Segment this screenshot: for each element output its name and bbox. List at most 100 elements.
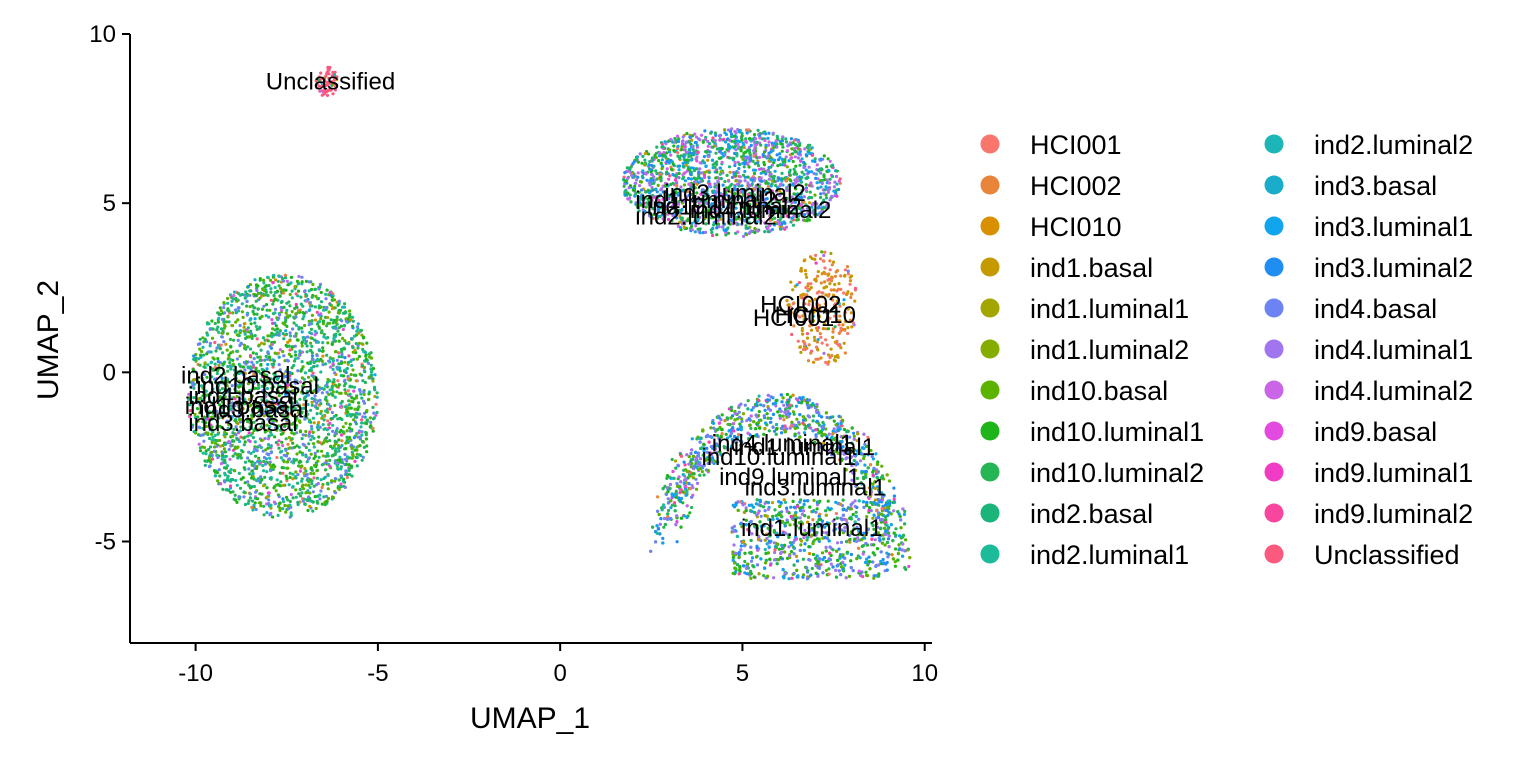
data-point xyxy=(257,501,262,505)
data-point xyxy=(299,406,303,411)
data-point xyxy=(238,486,243,490)
data-point xyxy=(677,171,681,176)
data-point xyxy=(347,467,351,471)
data-point xyxy=(294,332,298,336)
data-point xyxy=(352,389,356,393)
data-point xyxy=(276,389,280,393)
data-point xyxy=(302,314,306,318)
data-point xyxy=(674,174,678,178)
data-point xyxy=(217,316,221,320)
data-point xyxy=(741,141,745,145)
data-point xyxy=(324,336,328,340)
data-point xyxy=(351,345,355,349)
data-point xyxy=(347,399,351,403)
data-point xyxy=(203,463,207,467)
data-point xyxy=(241,407,245,411)
data-point xyxy=(255,497,260,501)
data-point xyxy=(298,414,303,418)
data-point xyxy=(245,299,249,304)
data-point xyxy=(224,342,228,346)
data-point xyxy=(320,391,324,395)
data-point xyxy=(710,230,714,235)
data-point xyxy=(336,379,340,383)
data-point xyxy=(311,500,315,504)
data-point xyxy=(218,403,222,407)
data-point xyxy=(353,413,357,417)
data-point xyxy=(825,285,829,289)
data-point xyxy=(306,508,310,513)
data-point xyxy=(880,464,884,468)
data-point xyxy=(251,472,255,476)
data-point xyxy=(263,430,267,434)
data-point xyxy=(349,406,353,410)
data-point xyxy=(336,458,340,462)
data-point xyxy=(723,131,727,135)
data-point xyxy=(833,274,838,278)
data-point xyxy=(258,296,262,300)
data-point xyxy=(682,158,686,162)
data-point xyxy=(806,143,811,147)
data-point xyxy=(823,266,827,270)
data-point xyxy=(348,429,352,433)
data-point xyxy=(361,379,365,383)
data-point xyxy=(848,282,852,286)
data-point xyxy=(319,357,323,361)
data-point xyxy=(314,465,318,469)
data-point xyxy=(263,475,267,479)
data-point xyxy=(807,343,811,347)
data-point xyxy=(315,401,319,405)
data-point xyxy=(324,297,328,301)
data-point xyxy=(290,345,294,349)
data-point xyxy=(220,387,224,391)
data-point xyxy=(343,356,347,360)
data-point xyxy=(338,366,342,370)
data-point xyxy=(220,331,224,335)
data-point xyxy=(325,288,329,292)
data-point xyxy=(648,178,652,183)
data-point xyxy=(248,496,252,500)
data-point xyxy=(329,357,333,361)
data-point xyxy=(313,287,317,291)
data-point xyxy=(290,446,294,450)
data-point xyxy=(649,168,653,172)
data-point xyxy=(250,476,254,480)
data-point xyxy=(832,185,837,189)
data-point xyxy=(357,341,361,345)
data-point xyxy=(626,197,630,201)
data-point xyxy=(311,490,315,494)
data-point xyxy=(718,138,722,142)
data-point xyxy=(239,477,243,481)
data-point xyxy=(371,377,375,381)
data-point xyxy=(253,447,257,451)
data-point xyxy=(294,312,298,316)
data-point xyxy=(197,357,201,361)
data-point xyxy=(245,294,249,298)
data-point xyxy=(727,156,732,160)
data-point xyxy=(328,458,332,462)
data-point xyxy=(814,345,819,349)
data-point xyxy=(286,504,290,508)
data-point xyxy=(316,481,320,486)
data-point xyxy=(317,455,321,459)
data-point xyxy=(802,259,806,263)
data-point xyxy=(362,390,366,394)
data-point xyxy=(226,315,230,319)
data-point xyxy=(288,471,292,475)
data-point xyxy=(274,396,278,400)
data-point xyxy=(311,365,316,369)
data-point xyxy=(271,280,275,285)
data-point xyxy=(336,311,340,315)
data-point xyxy=(337,487,341,491)
data-point xyxy=(242,329,246,333)
data-point xyxy=(213,340,217,345)
data-point xyxy=(822,191,826,195)
data-point xyxy=(231,490,235,494)
data-point xyxy=(250,413,254,417)
data-point xyxy=(202,439,206,443)
data-point xyxy=(284,343,288,348)
data-point xyxy=(253,401,257,405)
data-point xyxy=(297,327,301,331)
data-point xyxy=(318,497,322,501)
data-point xyxy=(313,338,317,342)
data-point xyxy=(249,451,253,456)
